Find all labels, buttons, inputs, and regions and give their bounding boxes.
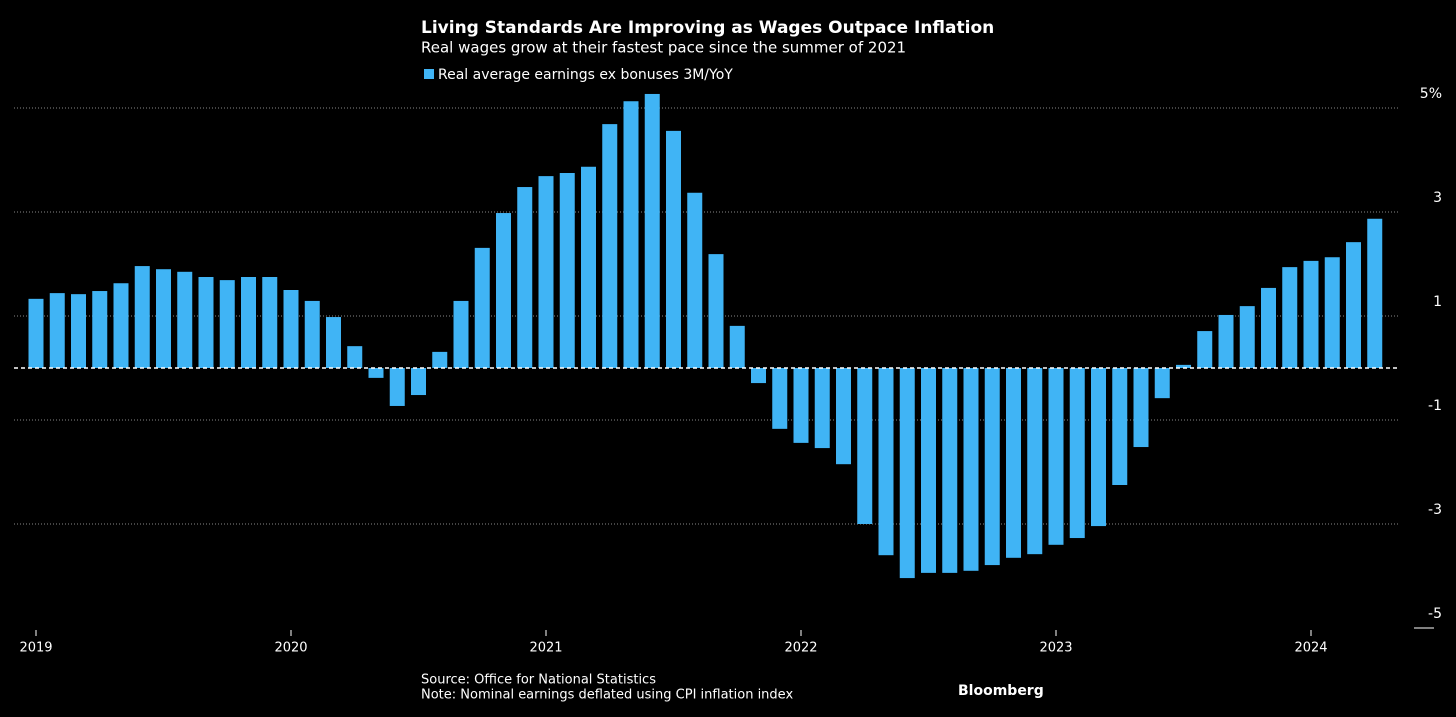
x-tick-label: 2020 xyxy=(274,641,307,656)
bar xyxy=(1282,267,1298,368)
bar xyxy=(1218,314,1234,368)
bar xyxy=(474,247,490,368)
note: Note: Nominal earnings deflated using CP… xyxy=(421,688,793,703)
bar xyxy=(878,368,894,556)
bar xyxy=(326,317,341,368)
bar xyxy=(1176,364,1191,368)
x-tick-label: 2019 xyxy=(19,641,52,656)
bar xyxy=(538,176,554,368)
y-tick-label: -3 xyxy=(1428,502,1442,518)
bar xyxy=(772,368,788,429)
bar xyxy=(623,101,639,369)
bar xyxy=(389,368,405,406)
bar xyxy=(581,166,596,368)
y-tick-label: -5 xyxy=(1428,606,1442,622)
bar xyxy=(304,300,320,368)
bar xyxy=(1154,368,1170,399)
bar xyxy=(1112,368,1128,485)
bar xyxy=(1261,287,1276,368)
bar xyxy=(899,368,915,579)
bar xyxy=(156,269,171,368)
y-tick-label: 1 xyxy=(1433,294,1442,310)
bar xyxy=(28,298,44,368)
bar xyxy=(814,368,830,449)
bar xyxy=(49,293,65,368)
bar xyxy=(1367,218,1383,368)
bar xyxy=(687,192,703,368)
bar xyxy=(1006,368,1021,558)
bar xyxy=(347,346,363,368)
bar xyxy=(602,124,618,369)
bar xyxy=(984,368,1000,566)
bar xyxy=(1027,368,1043,555)
bar xyxy=(198,277,214,368)
bar xyxy=(666,130,681,368)
bar xyxy=(1133,368,1149,448)
bar xyxy=(644,93,660,369)
x-tick-label: 2022 xyxy=(784,641,817,656)
bar xyxy=(1069,368,1085,539)
bar xyxy=(432,351,448,368)
bar xyxy=(1239,306,1255,368)
bar xyxy=(92,291,108,368)
bar xyxy=(113,283,129,368)
bar xyxy=(496,213,511,368)
bar xyxy=(411,368,426,396)
bar xyxy=(942,368,958,573)
bar xyxy=(134,266,150,368)
bar xyxy=(177,271,193,368)
legend-swatch xyxy=(424,69,434,79)
bar xyxy=(921,368,936,573)
bar xyxy=(241,277,256,368)
bar xyxy=(793,368,809,443)
bar xyxy=(71,294,86,368)
x-tick-label: 2024 xyxy=(1294,641,1327,656)
bar xyxy=(1048,368,1064,545)
brand: Bloomberg xyxy=(958,683,1044,699)
bar xyxy=(836,368,851,465)
x-tick-label: 2021 xyxy=(529,641,562,656)
chart-subtitle: Real wages grow at their fastest pace si… xyxy=(421,39,906,57)
bar xyxy=(219,280,235,368)
source: Source: Office for National Statistics xyxy=(421,673,656,688)
y-tick-label: 3 xyxy=(1433,190,1442,206)
bar xyxy=(1303,260,1319,368)
bar xyxy=(1091,368,1106,527)
y-tick-label: 5% xyxy=(1420,86,1442,102)
bar xyxy=(963,368,979,571)
bar xyxy=(559,173,575,368)
bar xyxy=(708,254,724,368)
bar xyxy=(368,368,384,378)
bar xyxy=(1346,242,1361,368)
bar xyxy=(729,325,745,368)
bar xyxy=(751,368,766,384)
bar xyxy=(1324,257,1340,368)
bar xyxy=(517,187,533,368)
bar xyxy=(262,277,278,368)
legend-label: Real average earnings ex bonuses 3M/YoY xyxy=(438,67,733,83)
x-tick-label: 2023 xyxy=(1039,641,1072,656)
bar xyxy=(283,290,299,368)
y-tick-label: -1 xyxy=(1428,398,1442,414)
bar xyxy=(453,300,469,368)
bar xyxy=(857,368,873,524)
chart-title: Living Standards Are Improving as Wages … xyxy=(421,18,994,38)
bar xyxy=(1197,331,1213,368)
